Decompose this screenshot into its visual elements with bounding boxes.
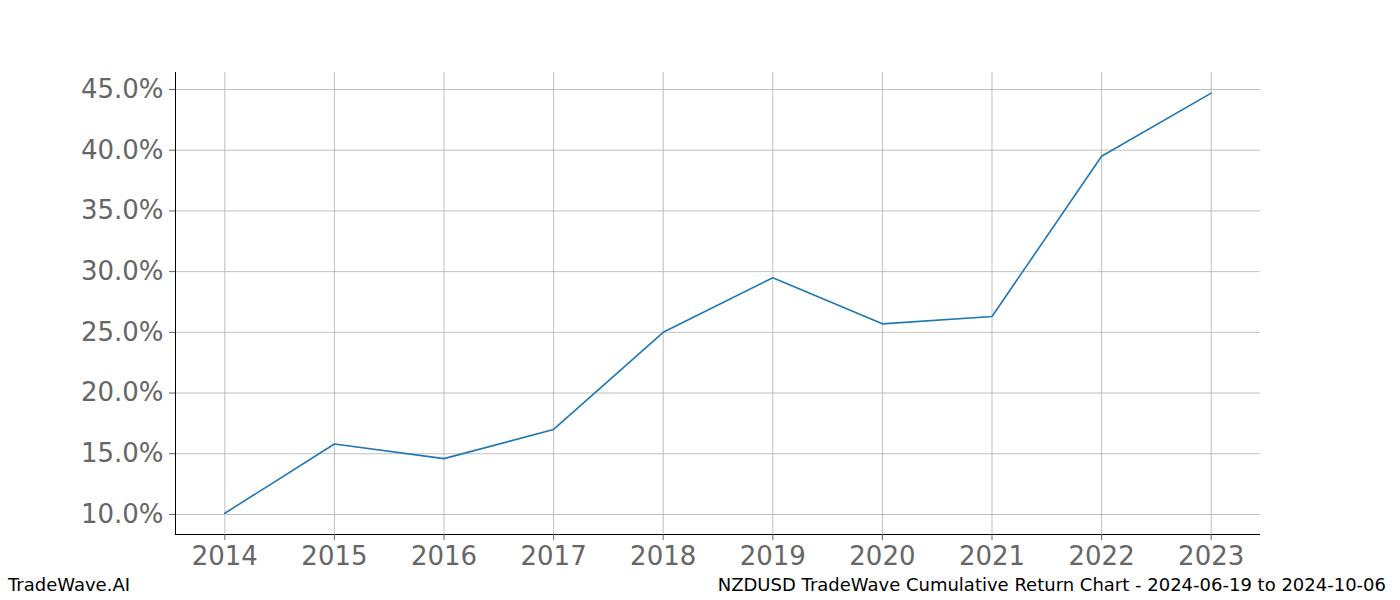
svg-text:2014: 2014	[192, 541, 258, 570]
svg-text:2015: 2015	[301, 541, 367, 570]
svg-text:35.0%: 35.0%	[81, 195, 164, 225]
svg-text:2023: 2023	[1178, 541, 1244, 570]
svg-text:15.0%: 15.0%	[81, 438, 164, 468]
svg-text:2017: 2017	[521, 541, 587, 570]
svg-text:2019: 2019	[740, 541, 806, 570]
svg-text:2016: 2016	[411, 541, 477, 570]
html-text:NZDUSD TradeWave Cumulative Re: NZDUSD TradeWave Cumulative Return Chart…	[717, 574, 1386, 595]
svg-text:20.0%: 20.0%	[81, 377, 164, 407]
svg-text:25.0%: 25.0%	[81, 317, 164, 347]
svg-text:2018: 2018	[630, 541, 696, 570]
svg-text:30.0%: 30.0%	[81, 256, 164, 286]
svg-text:2022: 2022	[1068, 541, 1134, 570]
svg-text:40.0%: 40.0%	[81, 135, 164, 165]
svg-text:2020: 2020	[849, 541, 915, 570]
svg-text:45.0%: 45.0%	[81, 74, 164, 104]
svg-text:10.0%: 10.0%	[81, 499, 164, 529]
html-text:TradeWave.AI: TradeWave.AI	[8, 574, 130, 595]
svg-text:2021: 2021	[959, 541, 1025, 570]
